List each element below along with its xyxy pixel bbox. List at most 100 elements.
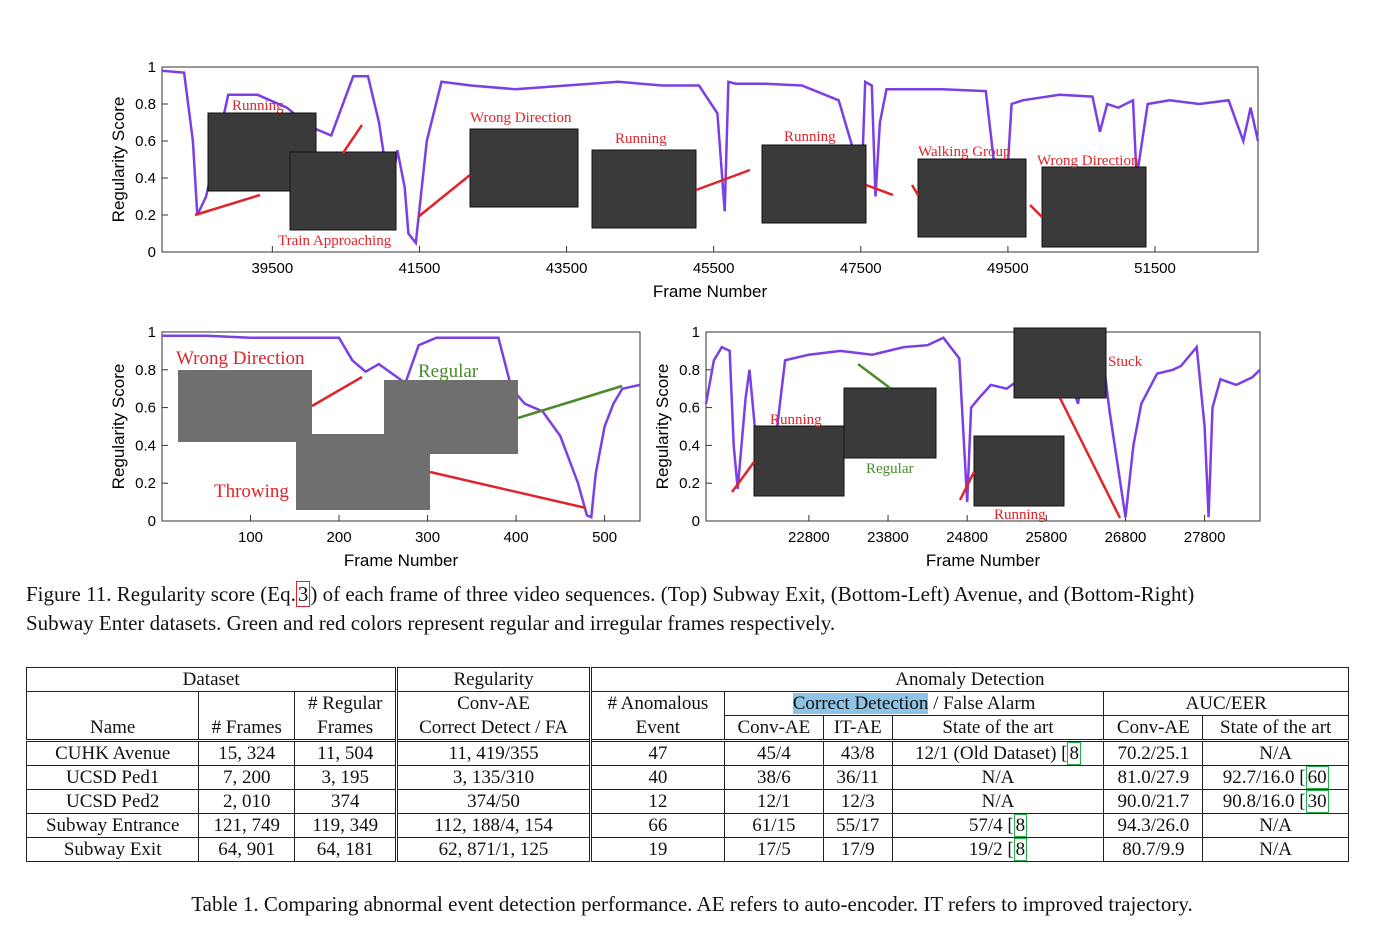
sota-text: 57/4 [: [968, 815, 1014, 836]
bottom-left-chart: 0 0.2 0.4 0.6 0.8 1 100 200 300 400 500 Frame Numbe…: [109, 324, 641, 570]
citation-link[interactable]: 30: [1305, 790, 1329, 813]
bl-chart-ytick-label: 0: [148, 513, 156, 530]
equation-ref-link[interactable]: 3: [295, 581, 311, 607]
bottom-right-chart: 0 0.2 0.4 0.6 0.8 1 22800 23800 24800 25800 26800 2…: [653, 324, 1261, 570]
table-row: Subway Entrance 121, 749 119, 349 112, 1…: [25, 813, 1349, 838]
top-chart-xlabel: Frame Number: [653, 282, 768, 301]
auc-sota-text: 92.7/16.0 [: [1222, 767, 1306, 788]
correct-detection-highlight: Correct Detection: [792, 693, 929, 714]
top-chart-series-line: [161, 69, 1260, 246]
auc-sota-text: 90.8/16.0 [: [1222, 791, 1306, 812]
br-chart-ytick-label: 0: [692, 513, 700, 530]
cell-cdfa: 3, 135/310: [395, 765, 591, 790]
cell-conv: 61/15: [723, 813, 824, 838]
arrow-wrong-direction-avenue: [311, 375, 363, 408]
br-chart-xlabel: Frame Number: [926, 551, 1041, 570]
arrow-walking-group: [910, 184, 920, 196]
annotation-regular-avenue: Regular: [418, 361, 479, 382]
top-chart-frame: [161, 66, 1259, 253]
br-chart-ytick-label: 0.6: [679, 400, 700, 417]
br-chart-xtick-label: 23800: [867, 529, 909, 546]
bl-chart-ylabel: Regularity Score: [109, 364, 128, 490]
cell-sota: 57/4 [8: [891, 813, 1105, 838]
thumbnail-running-subway-1: [753, 425, 845, 497]
cell-regular: 11, 504: [294, 739, 398, 766]
br-chart-ytick-label: 1: [692, 324, 700, 341]
table-caption: Table 1. Comparing abnormal event detect…: [191, 892, 1193, 916]
header-conv-ae: Conv-AE: [723, 715, 824, 741]
cell-auc: 81.0/27.9: [1103, 765, 1204, 790]
thumbnail-train-approaching: [289, 151, 397, 231]
top-chart-xtick-label: 43500: [546, 260, 588, 277]
citation-link[interactable]: 8: [1013, 838, 1028, 861]
header-anomaly-detection: Anomaly Detection: [588, 667, 1350, 692]
bl-chart-xlabel: Frame Number: [344, 551, 459, 570]
br-chart-frame: [705, 331, 1261, 522]
bl-chart-series-line: [162, 334, 641, 520]
annotation-running-2: Running: [615, 131, 667, 147]
table-row: Subway Exit 64, 901 64, 181 62, 871/1, 1…: [25, 837, 1349, 862]
cell-cdfa: 112, 188/4, 154: [395, 813, 591, 838]
cell-auc: 80.7/9.9: [1103, 837, 1204, 862]
cell-regular: 64, 181: [294, 837, 398, 862]
citation-link[interactable]: 8: [1013, 814, 1028, 837]
cell-it: 43/8: [822, 739, 893, 766]
table-row: CUHK Avenue 15, 324 11, 504 11, 419/355 …: [25, 739, 1349, 766]
top-chart-ylabel: Regularity Score: [109, 97, 128, 223]
bl-chart-xtick-label: 400: [504, 529, 529, 546]
cell-frames: 121, 749: [198, 813, 296, 838]
bl-chart-xtick-label: 300: [415, 529, 440, 546]
cell-it: 36/11: [822, 765, 893, 790]
br-chart-xtick-label: 27800: [1184, 529, 1226, 546]
arrow-running-subway-1: [730, 461, 756, 493]
annotation-train-approaching: Train Approaching: [278, 233, 392, 249]
header-anomalous-1: # Anomalous: [588, 691, 725, 716]
br-chart-xtick-label: 25800: [1025, 529, 1067, 546]
results-table: Dataset Regularity Anomaly Detection Nam…: [25, 667, 1350, 862]
arrow-throwing-avenue: [429, 470, 587, 510]
thumbnail-running-2: [591, 149, 697, 229]
cell-auc-sota: N/A: [1202, 739, 1349, 766]
br-chart-ytick-label: 0.2: [679, 475, 700, 492]
top-chart-ytick-label: 0.2: [135, 207, 156, 224]
caption-prefix: Figure 11. Regularity score (Eq.: [26, 582, 296, 606]
cell-name: UCSD Ped1: [25, 765, 200, 790]
annotation-throwing-avenue: Throwing: [214, 481, 289, 502]
header-auc-eer: AUC/EER: [1103, 691, 1349, 716]
thumbnail-wrong-direction-avenue: [178, 370, 312, 442]
header-regular-1: # Regular: [294, 691, 398, 716]
header-correct-fa: Correct Detect / FA: [395, 715, 591, 741]
citation-link[interactable]: 8: [1067, 742, 1081, 765]
top-chart-xtick-label: 39500: [251, 260, 293, 277]
header-sota-auc: State of the art: [1202, 715, 1349, 741]
annotation-running-3: Running: [784, 129, 836, 145]
bl-chart-ytick-label: 0.6: [135, 400, 156, 417]
bl-chart-ytick-label: 0.2: [135, 475, 156, 492]
top-chart: 0 0.2 0.4 0.6 0.8 1 39500 41500 43500 45500 47500 4…: [109, 59, 1260, 301]
thumbnail-stuck: [1013, 327, 1107, 399]
cell-events: 66: [588, 813, 725, 838]
cell-events: 40: [588, 765, 725, 790]
cell-auc: 70.2/25.1: [1103, 739, 1204, 766]
br-chart-series-line: [704, 336, 1261, 518]
br-chart-xtick-label: 26800: [1105, 529, 1147, 546]
top-chart-ytick-label: 1: [148, 59, 156, 76]
thumbnail-throwing-avenue: [296, 434, 430, 510]
cell-events: 47: [588, 739, 725, 766]
annotation-regular-subway: Regular: [866, 461, 913, 477]
header-correct-detection: Correct Detection / False Alarm: [723, 691, 1105, 716]
cell-events: 19: [588, 837, 725, 862]
bl-chart-xtick-label: 500: [592, 529, 617, 546]
caption-rest: ) of each frame of three video sequences…: [310, 582, 1195, 606]
thumbnail-wrong-direction-2: [1041, 166, 1147, 248]
cell-name: CUHK Avenue: [25, 739, 200, 766]
cell-conv: 45/4: [723, 739, 824, 766]
cell-frames: 64, 901: [198, 837, 296, 862]
citation-link[interactable]: 60: [1305, 766, 1329, 789]
bl-chart-xtick-label: 100: [238, 529, 263, 546]
cell-regular: 119, 349: [294, 813, 398, 838]
top-chart-xtick-label: 49500: [987, 260, 1029, 277]
cell-regular: 3, 195: [294, 765, 398, 790]
bl-chart-ytick-label: 1: [148, 324, 156, 341]
bl-chart-ytick-label: 0.4: [135, 437, 156, 454]
